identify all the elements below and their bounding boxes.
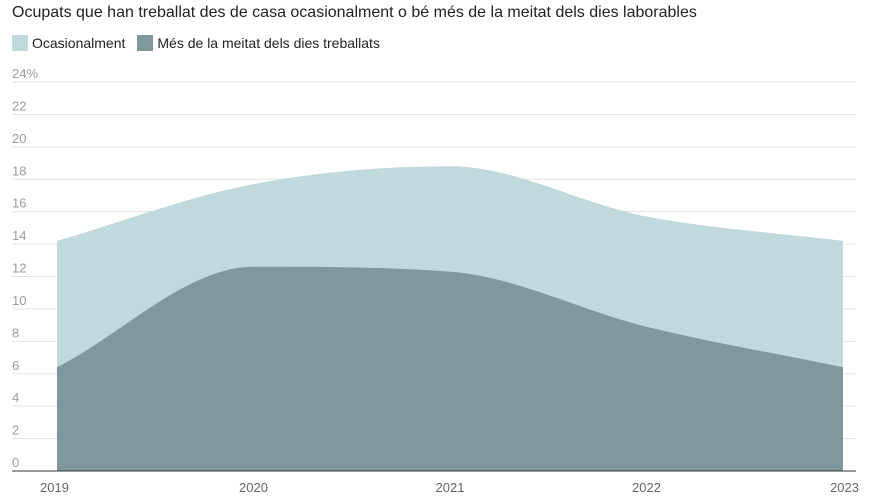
x-tick-label: 2021 — [436, 480, 465, 495]
x-tick-label: 2020 — [239, 480, 268, 495]
x-tick-label: 2019 — [40, 480, 69, 495]
y-tick-label: 14 — [12, 228, 26, 243]
y-tick-label: 16 — [12, 196, 26, 211]
chart-title: Ocupats que han treballat des de casa oc… — [12, 4, 697, 21]
y-tick-label: 22 — [12, 98, 26, 113]
legend-swatch-ocasionalment — [12, 35, 28, 51]
legend: Ocasionalment Més de la meitat dels dies… — [12, 35, 392, 51]
x-tick-label: 2023 — [830, 480, 859, 495]
y-tick-label: 10 — [12, 293, 26, 308]
y-tick-label: 12 — [12, 261, 26, 276]
area-series-mes-meitat — [57, 266, 843, 471]
legend-swatch-mes-meitat — [137, 35, 154, 51]
legend-label-ocasionalment: Ocasionalment — [32, 35, 126, 51]
y-tick-label: 2 — [12, 423, 19, 438]
x-tick-label: 2022 — [632, 480, 661, 495]
y-tick-label: 18 — [12, 163, 26, 178]
y-tick-label: 4 — [12, 390, 19, 405]
y-tick-label: 8 — [12, 325, 19, 340]
y-tick-label: 6 — [12, 358, 19, 373]
y-tick-label: 20 — [12, 131, 26, 146]
legend-label-mes-meitat: Més de la meitat dels dies treballats — [157, 35, 380, 51]
y-tick-label: 0 — [12, 455, 19, 470]
legend-item-mes-meitat: Més de la meitat dels dies treballats — [137, 35, 380, 51]
y-tick-label: 24% — [12, 66, 38, 81]
legend-item-ocasionalment: Ocasionalment — [12, 35, 125, 51]
